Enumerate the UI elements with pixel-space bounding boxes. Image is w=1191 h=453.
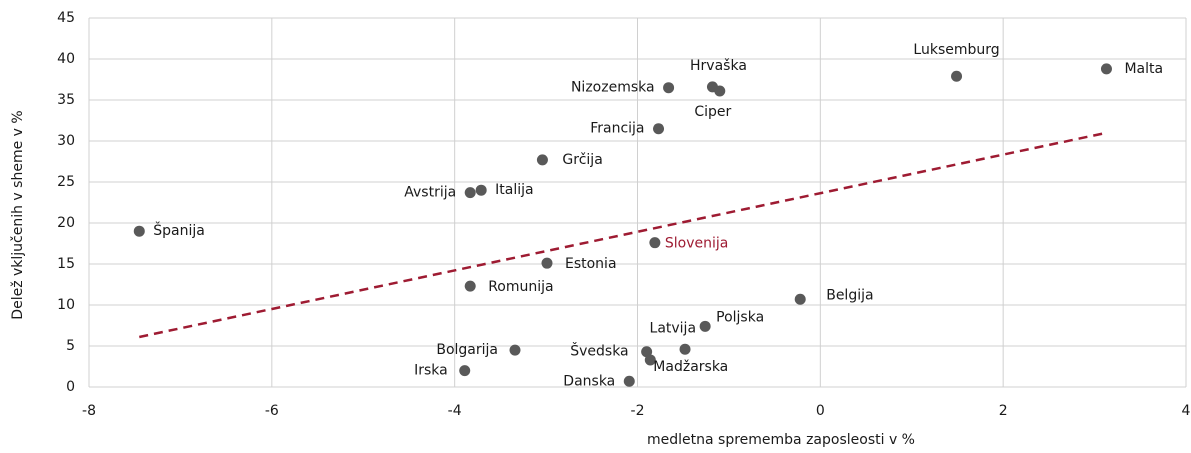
y-tick-label: 0 (66, 379, 75, 395)
x-tick-label: -2 (631, 403, 645, 419)
x-axis-label: medletna sprememba zaposleosti v % (647, 432, 915, 448)
point-label: Belgija (826, 287, 873, 303)
x-tick-label: -6 (265, 403, 279, 419)
point (663, 82, 675, 94)
point (464, 280, 476, 292)
point-label: Bolgarija (436, 342, 498, 358)
y-tick-label: 45 (57, 10, 75, 26)
point (951, 70, 963, 82)
y-tick-label: 40 (57, 51, 75, 67)
point (541, 257, 553, 269)
point-label: Poljska (716, 309, 764, 325)
point (641, 346, 653, 358)
point (459, 365, 471, 377)
point-label: Madžarska (653, 359, 728, 375)
y-tick-label: 35 (57, 92, 75, 108)
point-label: Romunija (488, 279, 553, 295)
point-label: Estonia (565, 256, 617, 272)
point (1100, 63, 1112, 75)
point-label: Latvija (650, 320, 697, 336)
trendline (139, 131, 1107, 339)
x-tick-label: -4 (448, 403, 462, 419)
point (649, 237, 661, 249)
point-label: Danska (563, 373, 615, 389)
y-tick-label: 10 (57, 297, 75, 313)
point (475, 184, 487, 196)
x-tick-label: -8 (82, 403, 96, 419)
y-tick-label: 20 (57, 215, 75, 231)
y-tick-label: 5 (66, 338, 75, 354)
y-tick-label: 25 (57, 174, 75, 190)
y-tick-label: 15 (57, 256, 75, 272)
x-tick-label: 0 (816, 403, 825, 419)
point (133, 225, 145, 237)
point (623, 375, 635, 387)
point-label: Italija (495, 182, 533, 198)
point-label: Avstrija (404, 185, 456, 201)
point-label: Luksemburg (913, 42, 999, 58)
point-label: Grčija (562, 152, 602, 168)
point-label: Španija (153, 221, 205, 239)
point (679, 343, 691, 355)
point-label: Irska (414, 363, 448, 379)
point (714, 85, 726, 97)
point-label: Slovenija (665, 236, 728, 252)
point-label: Malta (1124, 61, 1163, 77)
point-label: Ciper (694, 104, 731, 120)
point-label: Nizozemska (571, 80, 655, 96)
point-label: Hrvaška (690, 58, 747, 74)
y-axis-label: Delež vključenih v sheme v % (10, 110, 26, 319)
point (464, 187, 476, 199)
point (536, 154, 548, 166)
y-tick-label: 30 (57, 133, 75, 149)
x-tick-label: 2 (999, 403, 1008, 419)
point-label: Francija (590, 121, 644, 137)
point (794, 293, 806, 305)
point-label: Švedska (570, 342, 628, 360)
x-tick-label: 4 (1182, 403, 1191, 419)
point (699, 320, 711, 332)
point (653, 123, 665, 135)
point (509, 344, 521, 356)
point (644, 354, 656, 366)
